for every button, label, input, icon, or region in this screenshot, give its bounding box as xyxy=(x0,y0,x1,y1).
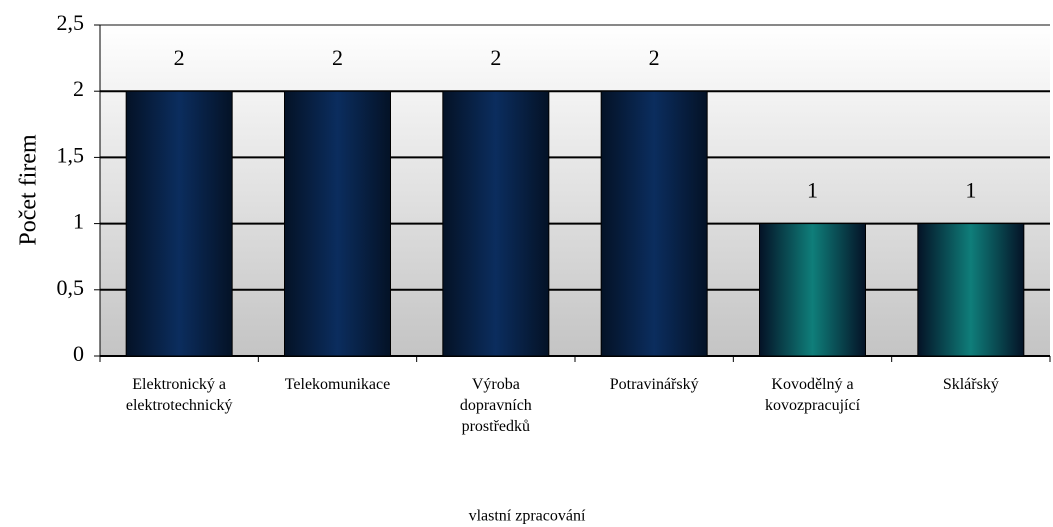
plot-background xyxy=(100,25,1050,356)
y-tick-label: 2,5 xyxy=(57,10,85,35)
bar xyxy=(125,90,233,357)
y-tick-label: 1 xyxy=(73,209,84,234)
x-tick-label: Sklářský xyxy=(942,376,999,393)
value-label: 1 xyxy=(965,178,976,203)
value-label: 1 xyxy=(807,178,818,203)
x-tick-label: Kovodělný a kovozpracující xyxy=(764,376,861,414)
bar xyxy=(442,90,550,357)
bar xyxy=(284,90,391,357)
x-tick-label: Potravinářský xyxy=(609,376,699,393)
value-label: 2 xyxy=(174,45,185,70)
y-tick-label: 0,5 xyxy=(57,275,85,300)
x-tick-label: Elektronický a elektrotechnický xyxy=(125,376,233,414)
y-tick-label: 1,5 xyxy=(57,142,85,167)
y-axis-title: Počet firem xyxy=(16,134,42,246)
bar xyxy=(917,223,1025,357)
x-tick-label: Výroba dopravních prostředků xyxy=(459,376,532,435)
y-tick-label: 0 xyxy=(73,341,84,366)
source-note: vlastní zpracování xyxy=(469,508,586,525)
x-tick-label: Telekomunikace xyxy=(284,376,391,393)
bar xyxy=(600,90,708,357)
y-tick-label: 2 xyxy=(73,76,84,101)
value-label: 2 xyxy=(490,45,501,70)
value-label: 2 xyxy=(649,45,660,70)
bar xyxy=(759,223,866,357)
value-label: 2 xyxy=(332,45,343,70)
